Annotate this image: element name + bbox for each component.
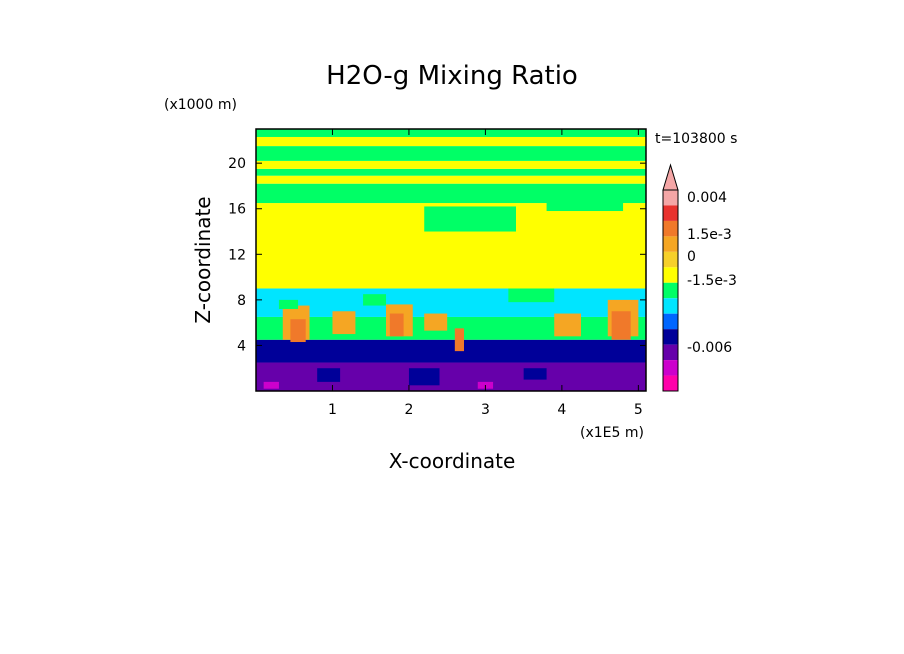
y-tick-label: 4: [237, 338, 246, 354]
field-band: [256, 146, 646, 161]
field-band: [256, 362, 646, 391]
field-cell: [290, 319, 306, 343]
colorbar-segment: [663, 190, 678, 206]
colorbar-segment: [663, 236, 678, 252]
y-tick-label: 20: [228, 156, 246, 172]
field-cell: [424, 313, 448, 331]
field-cell: [332, 311, 356, 335]
field-cell: [546, 200, 624, 212]
colorbar-segment: [663, 313, 678, 330]
x-axis: 1 2 3 4 5: [328, 129, 643, 418]
colorbar-segment: [663, 298, 678, 314]
field-band: [256, 316, 646, 340]
colorbar: 0.004 1.5e-3 0 -1.5e-3 -0.006: [662, 163, 737, 392]
x-tick-label: 4: [557, 402, 566, 418]
field-band: [256, 175, 646, 184]
colorbar-segment: [663, 360, 678, 376]
field-cell: [408, 368, 440, 386]
colorbar-extend-arrow: [662, 163, 679, 191]
field-band: [256, 136, 646, 147]
field-cell: [389, 313, 404, 337]
colorbar-label: -0.006: [687, 340, 732, 356]
colorbar-segment: [663, 251, 678, 268]
y-tick-label: 12: [228, 247, 246, 263]
colorbar-frame: [662, 189, 679, 392]
colorbar-segment: [663, 329, 678, 345]
colorbar-segment: [663, 375, 678, 391]
field-band: [256, 183, 646, 204]
field-bands: [256, 129, 646, 391]
colorbar-segment: [663, 205, 678, 221]
colorbar-label: 0: [687, 249, 696, 265]
y-axis: 4 8 12 16 20: [228, 156, 646, 354]
y-tick-label: 8: [237, 293, 246, 309]
field-cell: [317, 368, 341, 382]
y-axis-label: Z-coordinate: [191, 196, 215, 323]
field-band: [256, 129, 646, 137]
chart-title: H2O-g Mixing Ratio: [326, 61, 578, 91]
time-label: t=103800 s: [655, 131, 737, 147]
field-cell: [454, 328, 464, 352]
colorbar-label: -1.5e-3: [687, 273, 737, 289]
field-band: [256, 288, 646, 317]
field-band: [256, 168, 646, 176]
field-cell: [508, 288, 555, 303]
plot-frame: [255, 128, 647, 392]
x-unit-label: (x1E5 m): [580, 425, 644, 441]
x-tick-label: 5: [634, 402, 643, 418]
y-unit-label: (x1000 m): [164, 97, 237, 113]
field-band: [256, 339, 646, 363]
x-tick-label: 2: [404, 402, 413, 418]
y-tick-label: 16: [228, 202, 246, 218]
x-axis-label: X-coordinate: [389, 449, 516, 473]
field-cell: [554, 313, 581, 337]
colorbar-segment: [663, 344, 678, 361]
field-cell: [424, 206, 516, 232]
colorbar-segment: [663, 282, 678, 299]
colorbar-label: 0.004: [687, 190, 727, 206]
field-cells: [263, 200, 639, 389]
colorbar-segment: [663, 267, 678, 283]
field-cell: [363, 294, 386, 306]
field-cell: [263, 381, 279, 389]
x-tick-label: 3: [481, 402, 490, 418]
x-tick-label: 1: [328, 402, 337, 418]
field-cell: [611, 311, 631, 340]
colorbar-segment: [663, 220, 678, 237]
colorbar-label: 1.5e-3: [687, 227, 732, 243]
field-band: [256, 160, 646, 169]
field-cell: [278, 299, 299, 309]
field-cell: [523, 368, 547, 380]
